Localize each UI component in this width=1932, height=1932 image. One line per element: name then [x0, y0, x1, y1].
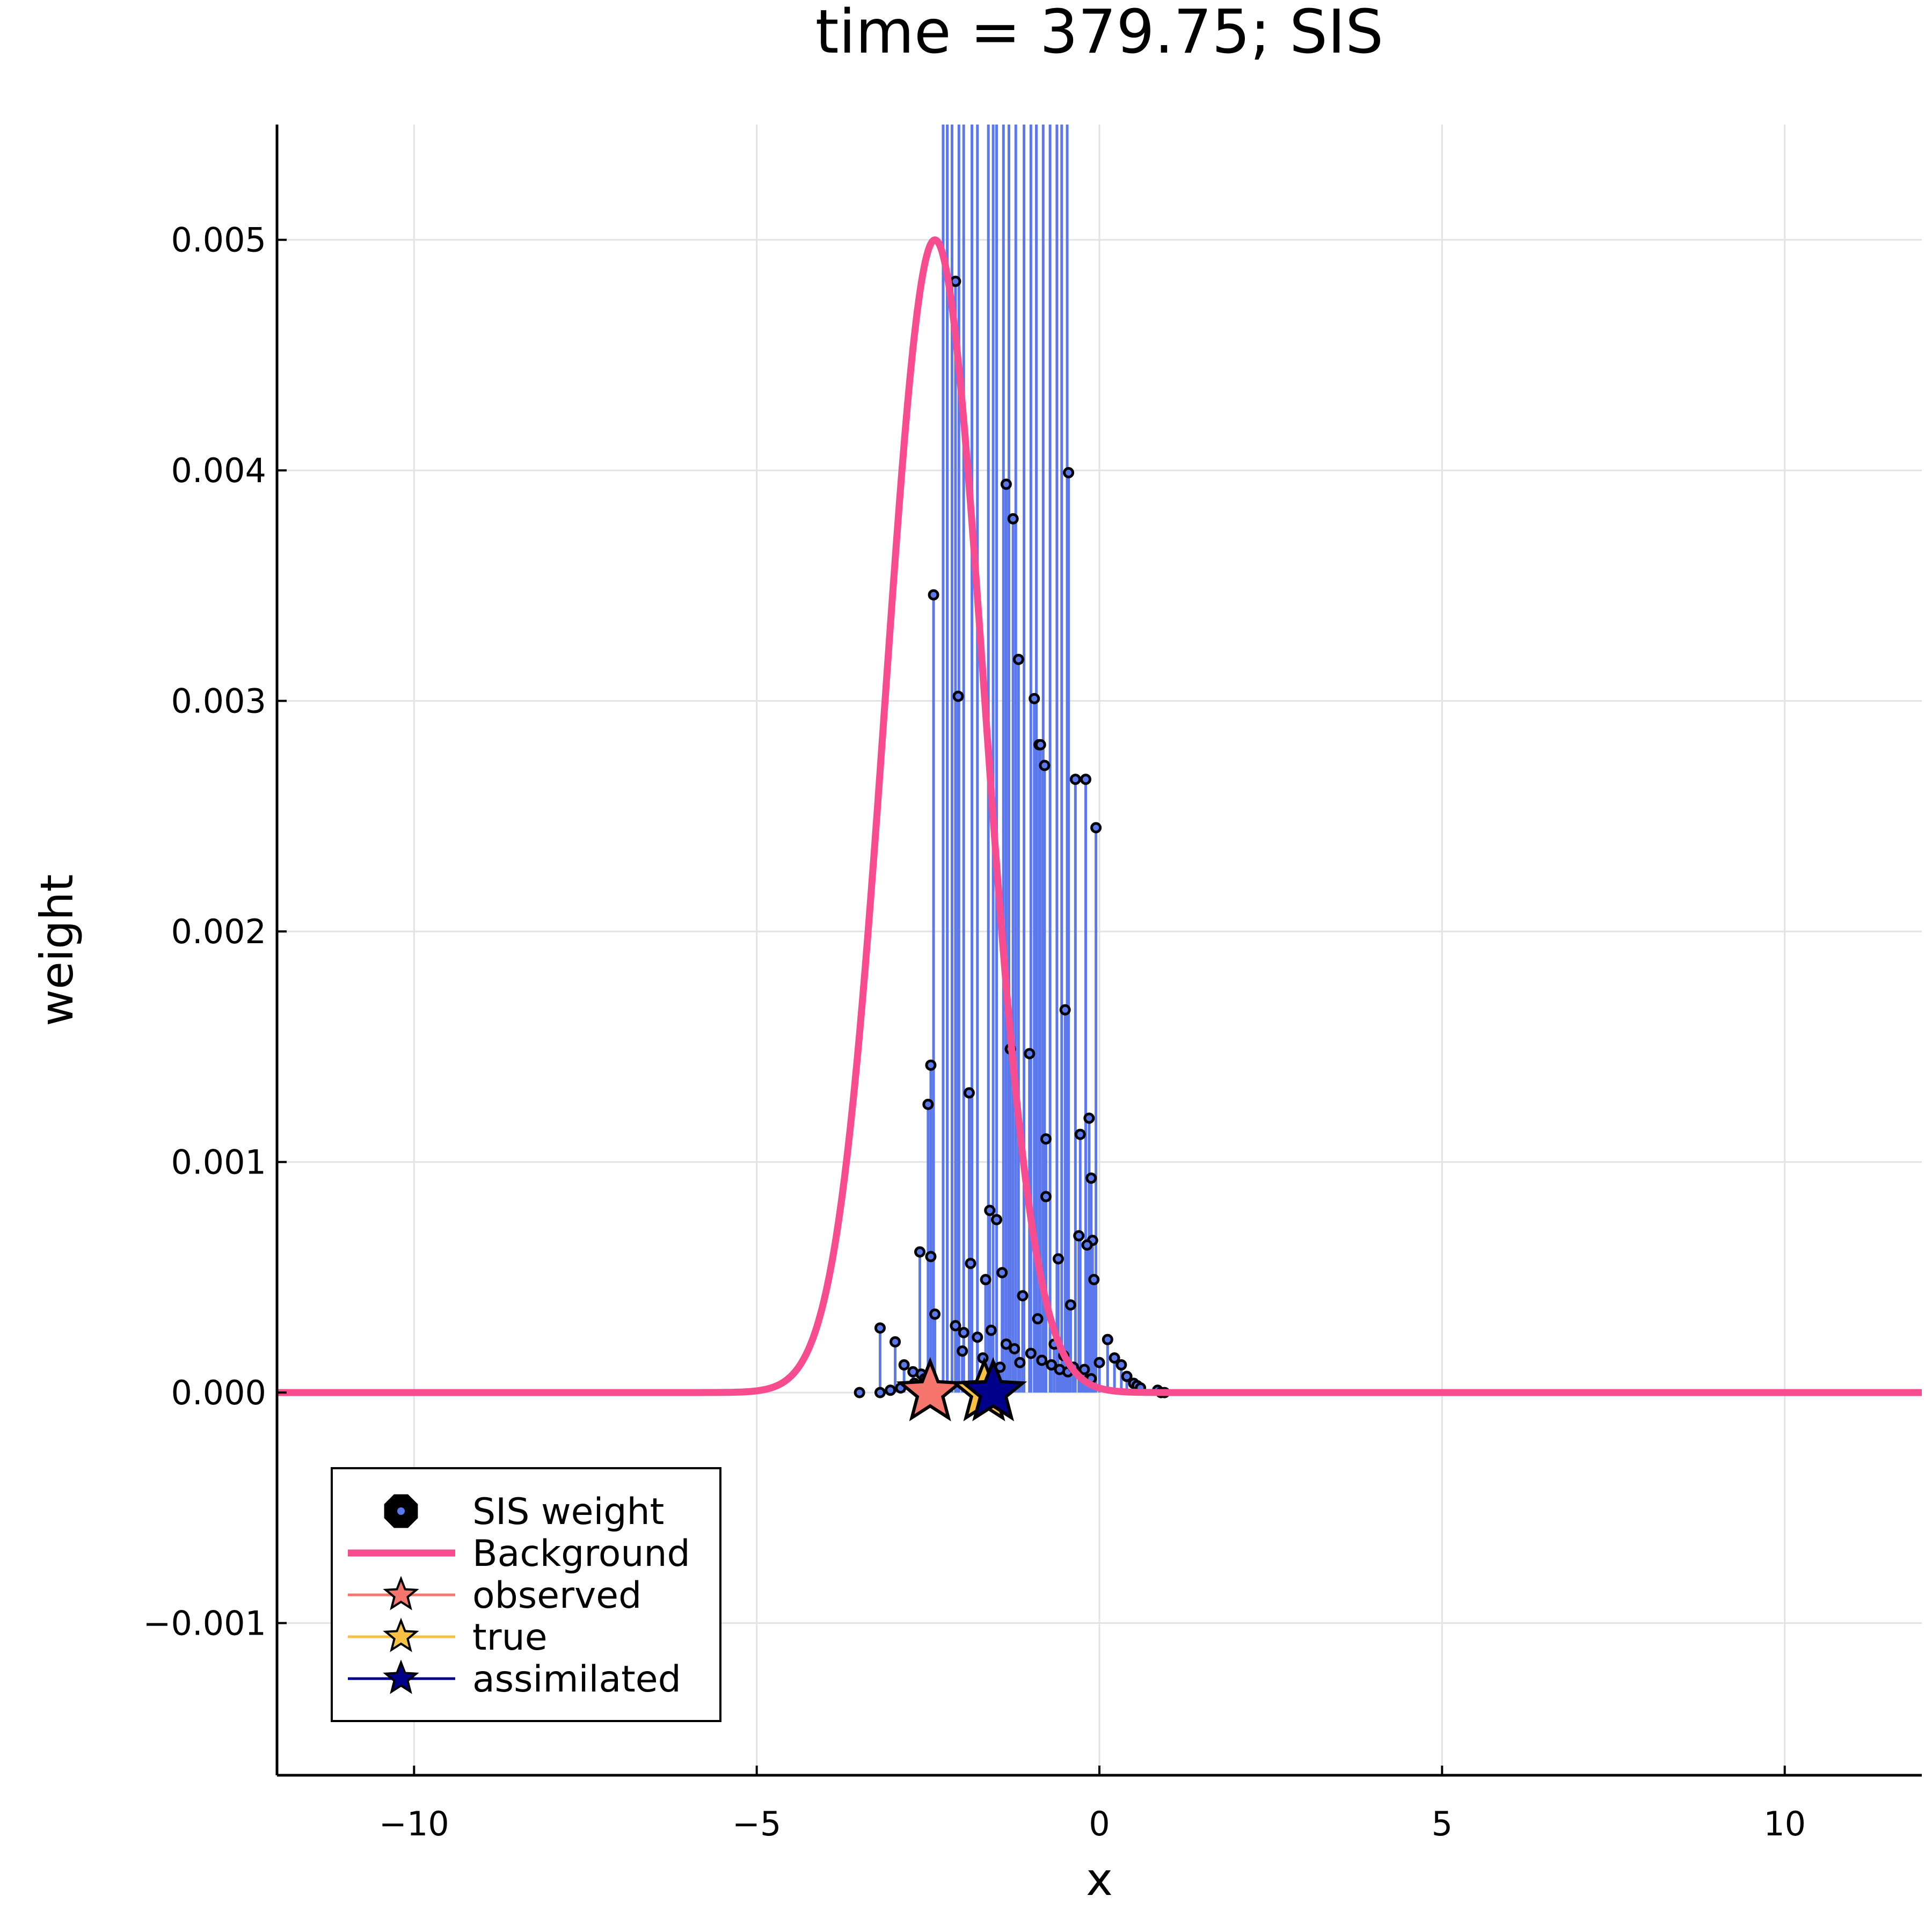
sis-weight-point	[1025, 1347, 1037, 1359]
sis-weight-point	[1078, 1364, 1090, 1375]
legend: SIS weightBackgroundobservedtrueassimila…	[331, 1467, 721, 1722]
sis-weight-point	[1088, 1274, 1100, 1286]
sis-weight-point	[950, 275, 961, 287]
legend-observed-star	[383, 1576, 419, 1610]
sis-weight-point	[928, 589, 939, 601]
sis-weight-point	[957, 1345, 968, 1357]
sis-weight-point	[1069, 774, 1081, 785]
sis-weight-point	[984, 1205, 996, 1216]
sis-weight-point	[972, 1331, 983, 1343]
sis-weight-point	[1029, 692, 1040, 704]
sis-weight-point	[965, 1258, 976, 1270]
y-tick-label: 0.005	[171, 221, 267, 260]
x-tick-label: 10	[1763, 1804, 1806, 1843]
sis-weight-point	[1040, 1133, 1052, 1145]
sis-weight-point	[1017, 1290, 1029, 1302]
sis-weight-point	[1007, 513, 1019, 524]
sis-weight-point	[1083, 1112, 1095, 1124]
sis-weight-point	[1040, 1191, 1052, 1202]
sis-weight-point	[952, 690, 964, 702]
x-tick-label: 0	[1089, 1804, 1110, 1843]
sis-weight-point	[985, 1324, 997, 1336]
legend-assimilated-star	[383, 1659, 419, 1694]
sis-weight-stems	[878, 125, 1160, 1393]
sis-weight-point	[922, 1098, 934, 1110]
x-ticks: −10 −5 0 5 10	[379, 1766, 1806, 1843]
legend-label: SIS weight	[472, 1491, 664, 1533]
y-axis-label: weight	[31, 874, 83, 1026]
sis-weight-point	[1000, 1338, 1012, 1350]
x-axis-label: x	[1086, 1853, 1113, 1906]
sis-weight-point	[890, 1336, 901, 1348]
x-tick-label: −10	[379, 1804, 449, 1843]
y-tick-label: −0.001	[143, 1604, 266, 1643]
sis-weight-point	[1059, 1004, 1071, 1016]
sis-weight-point	[885, 1384, 896, 1396]
sis-weight-point	[1116, 1359, 1127, 1371]
x-tick-label: −5	[732, 1804, 781, 1843]
sis-weight-point	[1081, 1239, 1093, 1251]
sis-weight-point	[1046, 1359, 1058, 1371]
chart-title: time = 379.75; SIS	[815, 0, 1384, 67]
sis-weight-point	[996, 1267, 1008, 1279]
y-tick-label: 0.004	[171, 451, 267, 490]
sis-weight-point	[874, 1387, 886, 1398]
sis-weight-point	[1063, 466, 1075, 478]
sis-weight-point	[1080, 774, 1091, 785]
sis-weight-point	[925, 1059, 937, 1071]
sis-weight-point	[1032, 1313, 1044, 1325]
sis-weight-point	[1000, 478, 1012, 490]
sis-weight-point	[950, 1320, 961, 1332]
sis-weight-point	[1074, 1128, 1086, 1140]
sis-weight-point	[854, 1387, 865, 1398]
sis-weight-point	[1093, 1357, 1105, 1368]
sis-weight-point	[1009, 1343, 1020, 1354]
sis-weight-point	[963, 1087, 975, 1099]
sis-weight-point	[1036, 1354, 1048, 1366]
assimilated-star	[959, 1357, 1027, 1421]
sis-weight-point	[1014, 1357, 1026, 1368]
legend-label: true	[472, 1616, 548, 1659]
sis-weight-point	[898, 1359, 910, 1371]
sis-weight-point	[1012, 653, 1024, 665]
legend-sis-weight-dot	[397, 1507, 405, 1515]
sis-weight-point	[1034, 739, 1046, 750]
y-tick-label: 0.000	[171, 1373, 267, 1412]
star-markers	[896, 1357, 1027, 1421]
legend-label: observed	[472, 1574, 641, 1617]
legend-label: assimilated	[472, 1658, 681, 1701]
y-tick-label: 0.001	[171, 1143, 267, 1182]
y-tick-label: 0.002	[171, 912, 267, 951]
sis-weight-point	[874, 1322, 886, 1334]
x-tick-label: 5	[1432, 1804, 1453, 1843]
sis-weight-point	[1073, 1230, 1085, 1242]
sis-weight-point	[914, 1246, 926, 1258]
y-ticks: −0.001 0.000 0.001 0.002 0.003 0.004 0.005	[143, 221, 287, 1643]
sis-weight-point	[1121, 1370, 1133, 1382]
sis-weight-point	[925, 1251, 937, 1263]
plot-area	[277, 125, 1922, 1421]
sis-weight-point	[1109, 1352, 1120, 1364]
sis-weight-point	[1065, 1299, 1076, 1311]
sis-weight-point	[1102, 1333, 1113, 1345]
sis-weight-point	[1085, 1172, 1097, 1184]
y-tick-label: 0.003	[171, 682, 267, 721]
sis-weight-point	[1090, 822, 1102, 834]
sis-weight-point	[991, 1214, 1002, 1226]
sis-weight-point	[1039, 760, 1051, 771]
sis-weight-point	[958, 1326, 969, 1338]
sis-weight-point	[929, 1308, 941, 1320]
sis-weight-point	[1024, 1048, 1036, 1060]
sis-weight-point	[1052, 1253, 1064, 1265]
background-curve	[277, 236, 1922, 1396]
legend-label: Background	[472, 1533, 690, 1575]
sis-weight-point	[980, 1274, 991, 1286]
legend-true-star	[383, 1617, 419, 1652]
